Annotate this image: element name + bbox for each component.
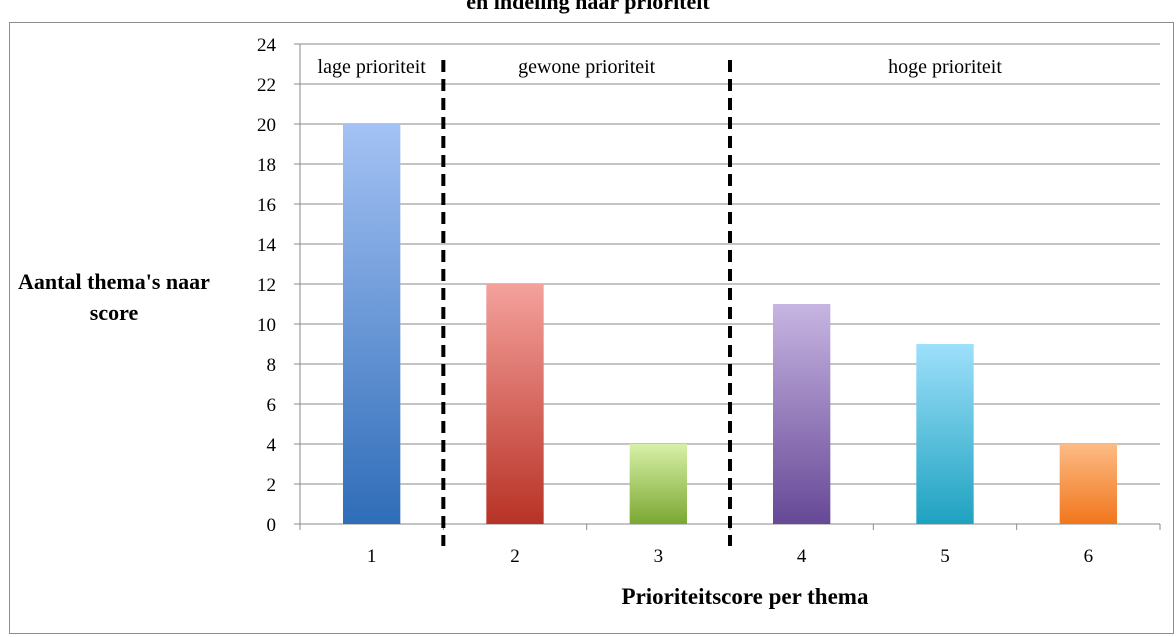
y-tick-label: 6 (267, 395, 277, 416)
y-axis-label-text: Aantal thema's naar score (18, 269, 210, 325)
y-tick-label: 24 (257, 35, 277, 56)
section-label: lage prioriteit (318, 56, 427, 78)
bar (916, 344, 974, 524)
y-tick-label: 20 (257, 115, 276, 136)
x-tick-label: 6 (1084, 546, 1094, 567)
y-axis-label: Aantal thema's naar score (14, 266, 214, 328)
y-tick-label: 12 (257, 275, 276, 296)
y-tick-label: 2 (267, 475, 277, 496)
y-tick-label: 4 (267, 435, 277, 456)
y-tick-label: 18 (257, 155, 276, 176)
x-tick-label: 4 (797, 546, 807, 567)
y-tick-label: 22 (257, 75, 276, 96)
y-tick-label: 14 (257, 235, 277, 256)
bar (629, 444, 687, 524)
section-label: hoge prioriteit (888, 56, 1002, 78)
bar (773, 304, 831, 524)
chart-title: en indeling naar prioriteit (466, 0, 710, 14)
bar (486, 284, 544, 524)
bar (343, 124, 401, 524)
y-tick-label: 10 (257, 315, 276, 336)
x-tick-label: 5 (940, 546, 950, 567)
x-tick-label: 3 (654, 546, 664, 567)
x-tick-label: 2 (510, 546, 520, 567)
x-tick-label: 1 (367, 546, 377, 567)
bar (1059, 444, 1117, 524)
y-tick-label: 8 (267, 355, 277, 376)
x-axis-label: Prioriteitscore per thema (621, 584, 869, 609)
section-label: gewone prioriteit (518, 56, 656, 78)
y-tick-label: 0 (267, 515, 277, 536)
y-tick-label: 16 (257, 195, 276, 216)
